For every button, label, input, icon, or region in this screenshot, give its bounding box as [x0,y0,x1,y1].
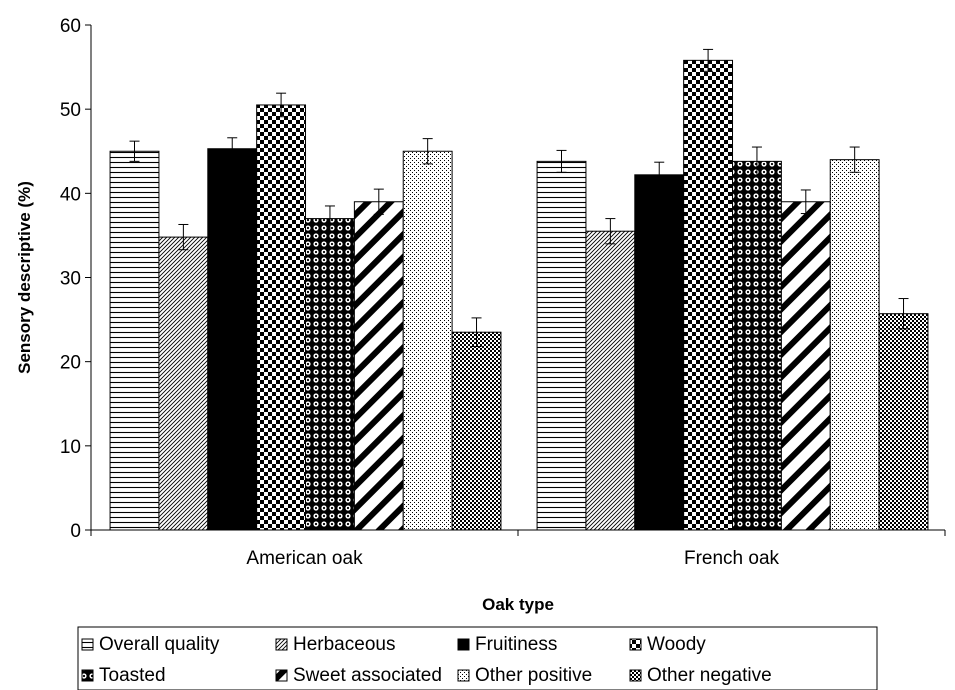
error-bar [471,317,482,348]
bar-herbaceous [585,230,636,531]
legend-item: Toasted [81,665,166,686]
legend-swatch [81,669,94,682]
legend-item: Overall quality [81,634,220,655]
bar-other-positive [829,159,880,531]
legend-item: Other positive [457,665,592,686]
error-bars [129,48,909,348]
error-bar [422,138,433,165]
y-tick-label: 60 [60,16,81,37]
bar-fruitiness [634,174,685,531]
legend-label: Other negative [647,665,772,686]
error-bar [556,149,567,173]
y-axis-title: Sensory descriptive (%) [15,181,34,374]
legend-label: Toasted [99,665,166,686]
error-bar [654,161,665,188]
bar-other-positive [402,150,453,531]
x-tick-label: American oak [246,548,363,569]
legend-frame [77,626,878,690]
bar-overall-quality [536,160,587,531]
bars [109,59,929,531]
legend-swatch [81,638,94,651]
bar-fruitiness [207,148,258,531]
error-bar [800,189,811,215]
legend-label: Woody [647,634,706,655]
error-bar [129,140,140,162]
bar-woody [683,59,734,531]
x-axis: American oak French oak [90,529,946,569]
x-axis-title: Oak type [482,595,554,614]
legend-swatch [457,669,470,682]
y-axis: 0 10 20 30 40 50 60 [60,16,92,542]
legend-item: Sweet associated [275,665,442,686]
y-tick-label: 50 [60,100,81,121]
error-bar [373,188,384,215]
legend-label: Other positive [475,665,592,686]
legend-item: Other negative [629,665,772,686]
bar-other-negative [451,331,502,531]
error-bar [751,146,762,177]
error-bar [324,205,335,232]
legend-label: Sweet associated [293,665,442,686]
error-bar [703,48,714,72]
y-tick-label: 40 [60,184,81,205]
bar-sweet-associated [353,201,404,531]
legend-swatch [275,638,288,651]
bar-overall-quality [109,150,160,531]
legend-label: Fruitiness [475,634,557,655]
bar-woody [256,104,307,531]
error-bar [227,137,238,161]
y-tick-label: 20 [60,353,81,374]
bar-herbaceous [158,236,209,531]
legend-label: Herbaceous [293,634,395,655]
bar-sweet-associated [780,201,831,531]
legend-swatch [629,669,642,682]
error-bar [898,298,909,330]
y-tick-label: 10 [60,437,81,458]
error-bar [605,218,616,245]
error-bar [178,223,189,251]
bar-toasted [732,160,782,531]
legend-swatch [457,638,470,651]
legend-item: Woody [629,634,706,655]
legend-item: Herbaceous [275,634,395,655]
legend-swatch [629,638,642,651]
legend-item: Fruitiness [457,634,557,655]
bar-toasted [305,218,355,531]
error-bar [849,146,860,173]
bar-other-negative [878,313,929,531]
legend-label: Overall quality [99,634,220,655]
error-bar [276,92,287,118]
legend-swatch [275,669,288,682]
y-tick-label: 30 [60,269,81,290]
y-tick-label: 0 [70,521,81,542]
legend: Overall quality Herbaceous Fruitiness Woody… [77,626,878,690]
x-tick-label: French oak [684,548,780,569]
